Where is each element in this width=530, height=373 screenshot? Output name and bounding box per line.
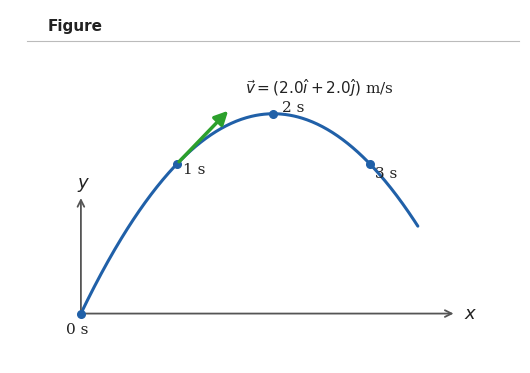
Text: 3 s: 3 s — [375, 167, 398, 181]
Text: 2 s: 2 s — [282, 101, 304, 115]
Text: Figure: Figure — [48, 19, 103, 34]
Text: 0 s: 0 s — [66, 323, 89, 337]
Text: $x$: $x$ — [464, 305, 477, 323]
Text: $\vec{v} = (2.0\hat{\imath} + 2.0\hat{\jmath})$ m/s: $\vec{v} = (2.0\hat{\imath} + 2.0\hat{\j… — [244, 76, 393, 98]
Text: 1 s: 1 s — [183, 163, 205, 177]
Text: $y$: $y$ — [77, 176, 90, 194]
